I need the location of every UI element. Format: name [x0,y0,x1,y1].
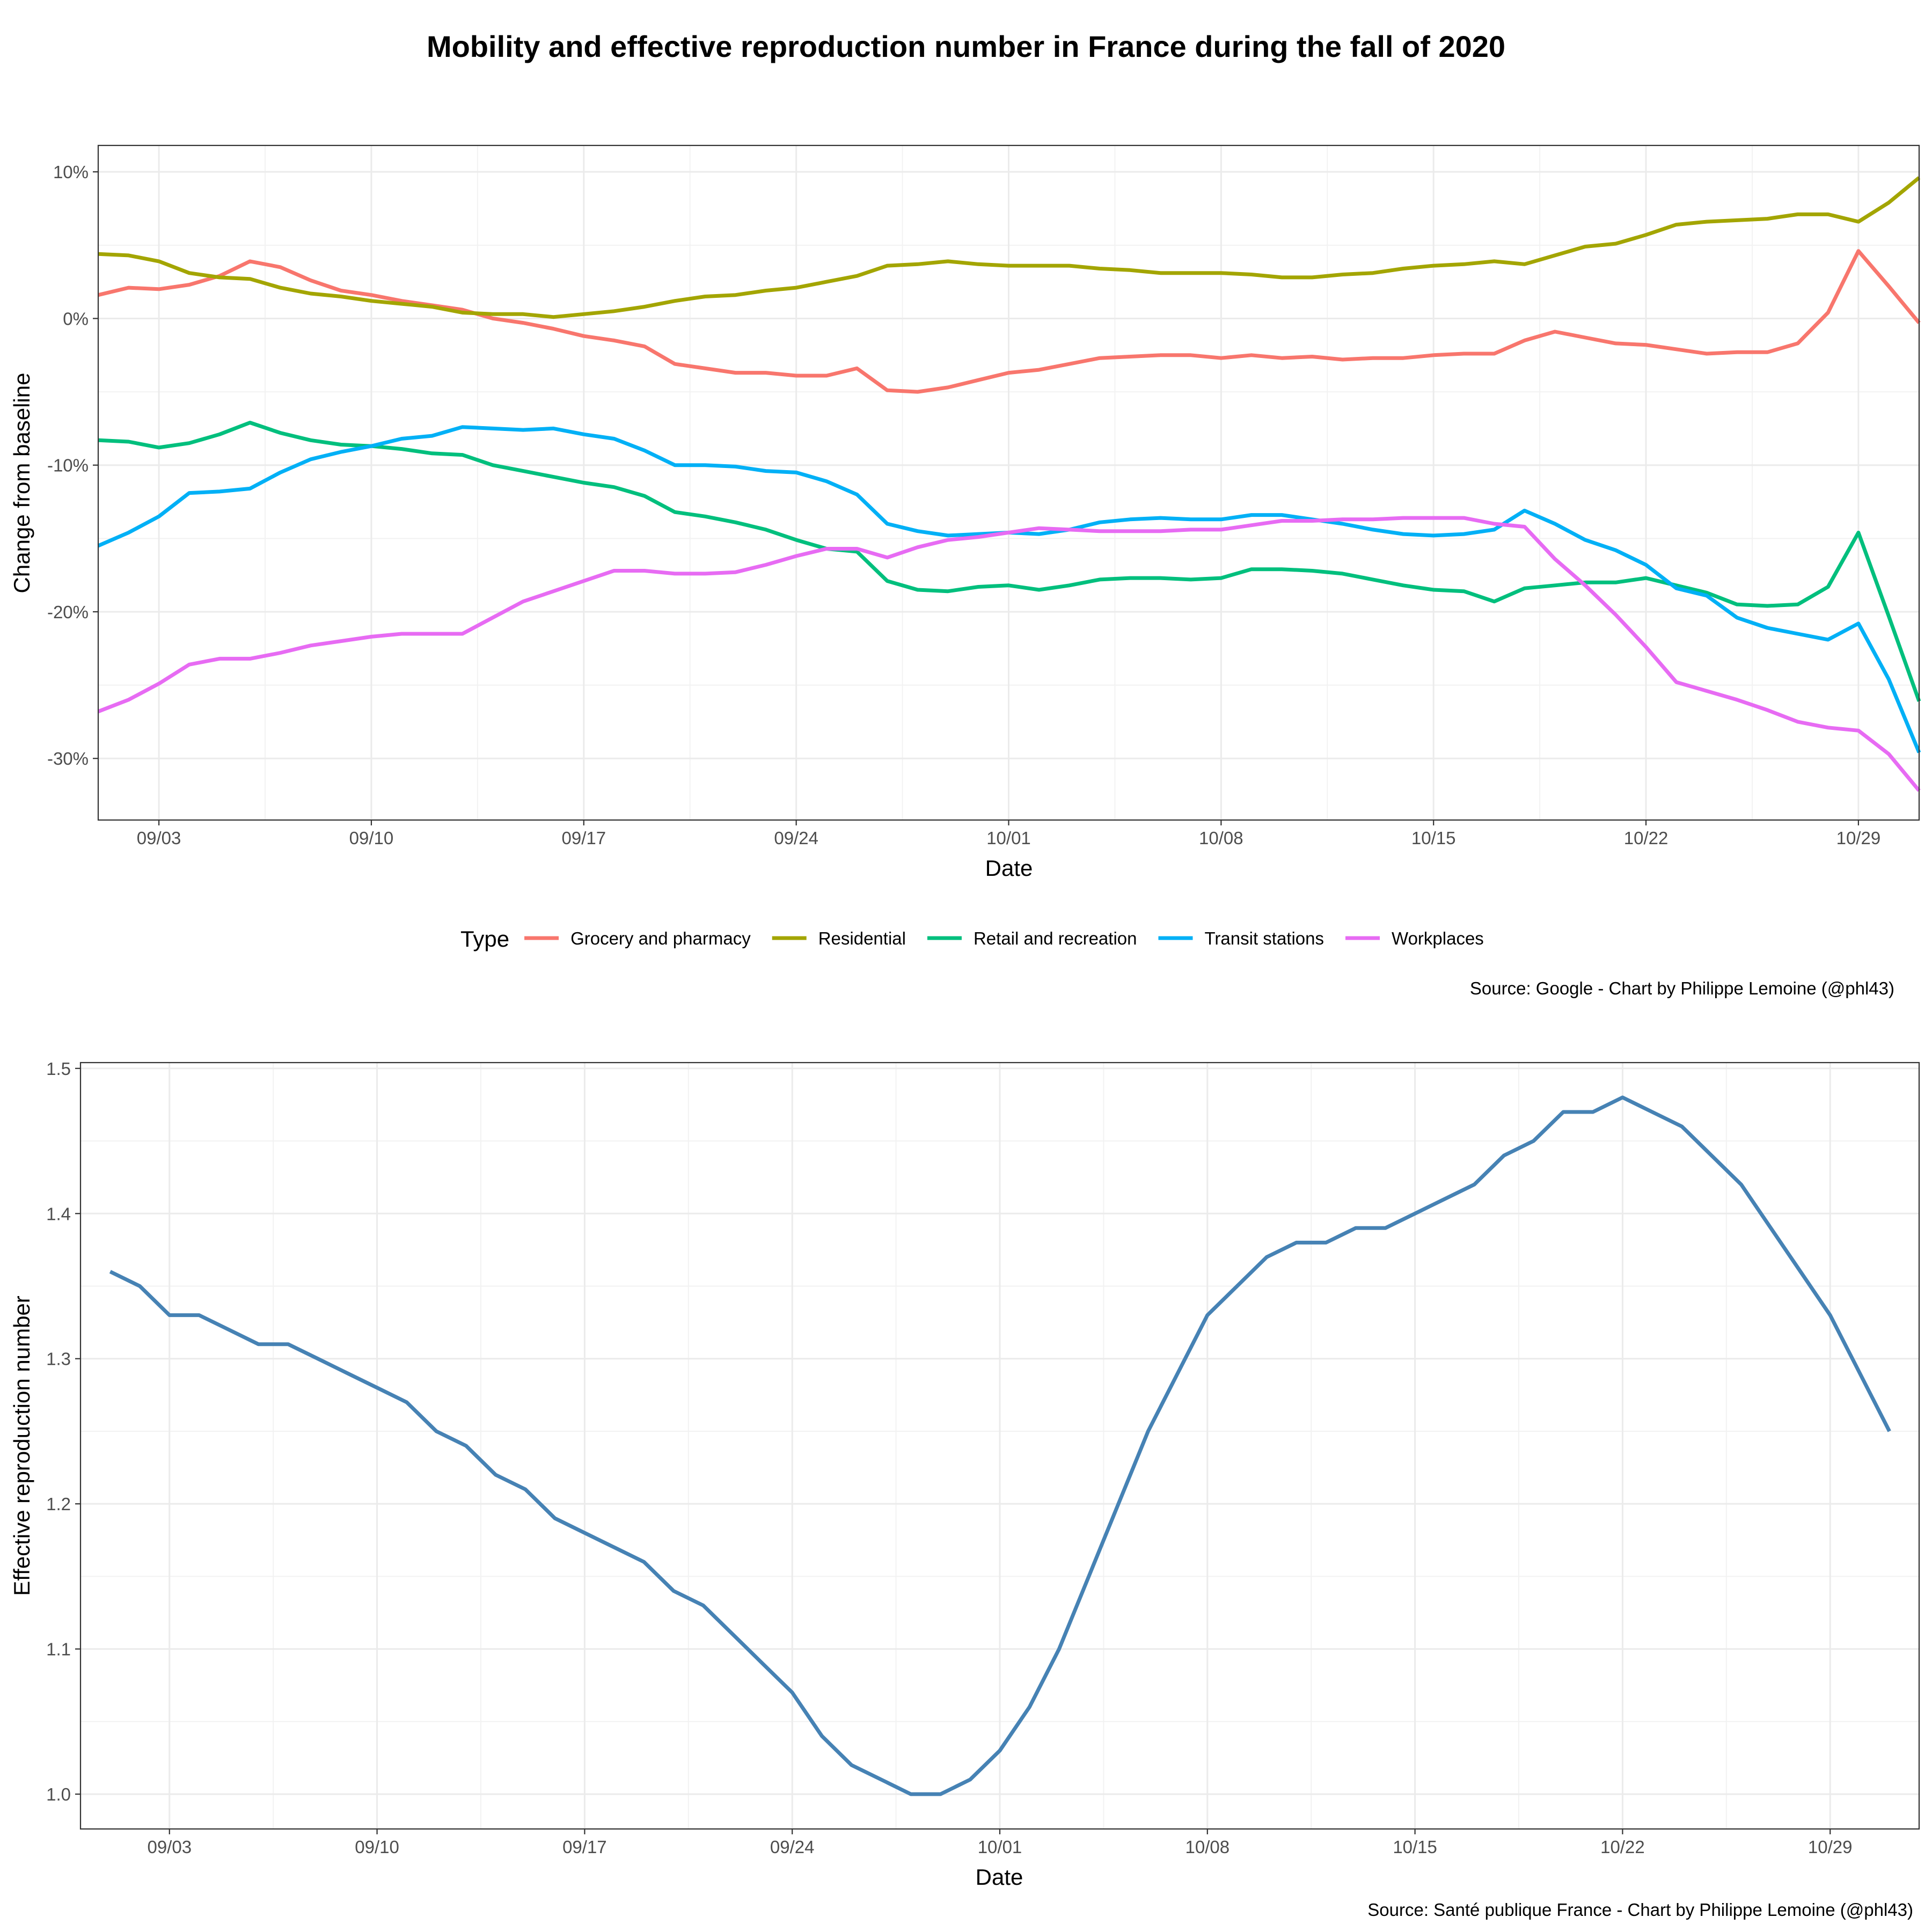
mobility-y-axis-title: Change from baseline [9,373,34,594]
series-line-grocery-and-pharmacy [98,249,1921,394]
reproduction-x-axis-title: Date [976,1864,1023,1890]
mobility-x-tick-label: 10/08 [1199,828,1243,848]
mobility-y-tick-label: 10% [53,162,89,182]
legend-label-retail-and-recreation: Retail and recreation [974,928,1137,948]
reproduction-x-tick-label: 09/10 [355,1837,399,1857]
chart-title: Mobility and effective reproduction numb… [427,30,1505,63]
mobility-panel: 09/03 09/10 09/17 09/24 10/01 10/08 10/15 10/22… [9,144,1921,998]
mobility-x-tick-label: 09/24 [774,828,818,848]
reproduction-axes: 09/03 09/10 09/17 09/24 10/01 10/08 10/15 10/22… [46,1059,1852,1857]
series-line-residential [98,176,1921,319]
mobility-x-tick-label: 10/15 [1411,828,1456,848]
reproduction-x-tick-label: 09/24 [770,1837,815,1857]
legend-label-grocery-and-pharmacy: Grocery and pharmacy [570,928,751,948]
reproduction-x-tick-label: 10/29 [1808,1837,1853,1857]
reproduction-x-tick-label: 10/08 [1185,1837,1230,1857]
reproduction-caption: Source: Santé publique France - Chart by… [1367,1900,1913,1920]
reproduction-y-tick-label: 1.4 [46,1204,71,1224]
reproduction-x-tick-label: 10/22 [1600,1837,1645,1857]
mobility-x-tick-label: 10/22 [1624,828,1668,848]
mobility-x-tick-label: 09/10 [349,828,394,848]
legend-item-transit-stations: Transit stations [1158,928,1324,948]
reproduction-gridlines [80,1063,1919,1829]
reproduction-x-tick-label: 10/01 [978,1837,1022,1857]
reproduction-y-tick-label: 1.2 [46,1494,71,1514]
reproduction-x-tick-label: 09/17 [562,1837,607,1857]
reproduction-y-tick-label: 1.0 [46,1784,71,1804]
mobility-x-axis-title: Date [985,855,1033,881]
legend-item-retail-and-recreation: Retail and recreation [927,928,1137,948]
reproduction-y-axis-title: Effective reproduction number [9,1296,34,1596]
legend-item-workplaces: Workplaces [1345,928,1484,948]
mobility-y-tick-label: 0% [63,309,89,328]
legend-label-workplaces: Workplaces [1392,928,1484,948]
legend-item-residential: Residential [772,928,906,948]
mobility-legend: Type Grocery and pharmacy Residential Reta… [460,926,1484,952]
legend-item-grocery-and-pharmacy: Grocery and pharmacy [524,928,751,948]
legend-title: Type [460,926,509,952]
mobility-y-tick-label: -10% [47,456,89,475]
mobility-gridlines [98,145,1919,820]
reproduction-x-tick-label: 10/15 [1393,1837,1437,1857]
mobility-y-tick-label: -20% [47,602,89,622]
mobility-lines [97,176,1921,792]
legend-label-residential: Residential [818,928,906,948]
reproduction-panel: 09/03 09/10 09/17 09/24 10/01 10/08 10/15 10/22… [9,1059,1920,1920]
reproduction-lines [109,1095,1891,1796]
reproduction-x-tick-label: 09/03 [147,1837,192,1857]
mobility-x-tick-label: 09/03 [137,828,181,848]
legend-label-transit-stations: Transit stations [1204,928,1324,948]
reproduction-y-tick-label: 1.1 [46,1640,71,1659]
mobility-x-tick-label: 10/29 [1836,828,1881,848]
mobility-caption: Source: Google - Chart by Philippe Lemoi… [1470,978,1894,998]
series-line-reproduction-number [109,1095,1891,1796]
series-line-workplaces [97,516,1921,792]
series-line-retail-and-recreation [98,421,1921,702]
mobility-x-tick-label: 09/17 [562,828,606,848]
mobility-x-tick-label: 10/01 [986,828,1031,848]
reproduction-y-tick-label: 1.3 [46,1349,71,1369]
mobility-y-tick-label: -30% [47,749,89,769]
reproduction-y-tick-label: 1.5 [46,1059,71,1079]
mobility-axes: 09/03 09/10 09/17 09/24 10/01 10/08 10/15 10/22… [47,162,1880,848]
